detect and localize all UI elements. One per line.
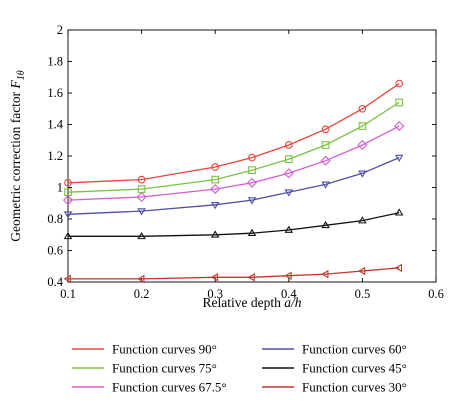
y-tick-label: 1 <box>57 181 63 195</box>
data-point-square <box>358 122 367 130</box>
data-point-triangle-up <box>63 231 73 240</box>
x-tick-label: 0.2 <box>134 287 150 301</box>
plot-frame <box>67 29 437 283</box>
data-point-diamond <box>136 191 147 203</box>
legend-label: Function curves 90° <box>112 342 217 357</box>
y-tick-label: 0.8 <box>47 212 63 226</box>
data-point-circle <box>358 104 367 113</box>
data-point-triangle-up <box>284 225 294 233</box>
data-point-triangle-down <box>321 181 330 189</box>
data-point-diamond <box>246 177 258 188</box>
data-point-circle <box>248 153 256 162</box>
data-point-diamond <box>283 168 294 179</box>
data-point-diamond <box>357 139 368 151</box>
data-point-circle <box>284 141 293 149</box>
data-point-triangle-left <box>358 266 366 276</box>
legend-label: Function curves 45° <box>302 361 407 376</box>
legend: Function curves 90° Function curves 75° Fu… <box>72 342 407 395</box>
series-line-5 <box>68 267 400 280</box>
x-tick-label: 0.1 <box>60 287 76 301</box>
y-tick-label: 1.2 <box>47 149 63 163</box>
data-point-square <box>395 98 404 107</box>
data-point-triangle-up <box>321 220 330 229</box>
data-point-triangle-left <box>63 274 71 284</box>
y-tick-label: 0.4 <box>47 275 63 289</box>
legend-label: Function curves 60° <box>302 342 407 357</box>
data-point-triangle-up <box>210 230 220 238</box>
data-point-triangle-left <box>210 273 219 282</box>
data-point-circle <box>211 163 220 171</box>
y-tick-label: 1.6 <box>47 86 63 100</box>
data-point-triangle-down <box>284 189 294 197</box>
series-line-2 <box>67 125 400 201</box>
x-tick-label: 0.4 <box>281 287 297 301</box>
y-axis-title: Geometric correction factor F1θ <box>8 70 27 242</box>
data-point-square <box>248 166 256 175</box>
x-axis-title: Relative depth a/h <box>203 295 302 310</box>
y-tick-label: 2 <box>57 23 63 37</box>
data-point-square <box>321 141 330 149</box>
x-tick-label: 0.3 <box>207 287 223 301</box>
data-point-diamond <box>210 183 221 195</box>
data-point-diamond <box>62 195 74 206</box>
series-line-4 <box>68 212 400 237</box>
data-point-triangle-up <box>394 208 404 216</box>
data-point-triangle-left <box>284 271 292 280</box>
x-tick-label: 0.6 <box>428 287 444 301</box>
data-point-triangle-down <box>358 170 367 178</box>
data-point-triangle-left <box>394 263 403 273</box>
data-point-triangle-down <box>63 211 73 219</box>
series-markers <box>62 79 405 284</box>
data-point-circle <box>137 175 146 184</box>
series-line-0 <box>67 83 400 184</box>
legend-label: Function curves 67.5° <box>112 380 227 395</box>
y-tick-label: 0.6 <box>47 244 63 258</box>
series-line-3 <box>67 157 400 215</box>
data-point-square <box>284 155 293 164</box>
legend-label: Function curves 30° <box>302 380 407 395</box>
x-tick-label: 0.5 <box>355 287 371 301</box>
data-point-circle <box>64 178 72 187</box>
data-point-circle <box>395 79 404 88</box>
data-point-triangle-up <box>137 231 146 240</box>
data-point-diamond <box>394 120 405 132</box>
y-tick-label: 1.8 <box>47 55 63 69</box>
data-point-triangle-down <box>247 197 257 205</box>
data-point-circle <box>321 125 330 134</box>
data-point-square <box>211 175 220 184</box>
data-point-triangle-down <box>210 201 220 210</box>
data-point-diamond <box>320 155 331 166</box>
y-tick-label: 1.4 <box>47 118 63 132</box>
data-point-triangle-up <box>247 228 257 237</box>
series-lines <box>67 83 400 280</box>
data-point-triangle-left <box>137 274 145 284</box>
series-line-1 <box>67 101 400 193</box>
data-point-triangle-down <box>137 208 146 216</box>
data-point-triangle-left <box>321 269 329 279</box>
data-point-triangle-left <box>247 273 255 282</box>
data-point-triangle-up <box>358 216 367 224</box>
axis-ticks: 0.1 0.2 0.3 0.4 0.5 0.6 0.4 0.6 0.8 1 1.2 1.4 1.6 1.8… <box>47 23 443 301</box>
legend-label: Function curves 75° <box>112 361 217 376</box>
data-point-triangle-down <box>394 154 404 162</box>
